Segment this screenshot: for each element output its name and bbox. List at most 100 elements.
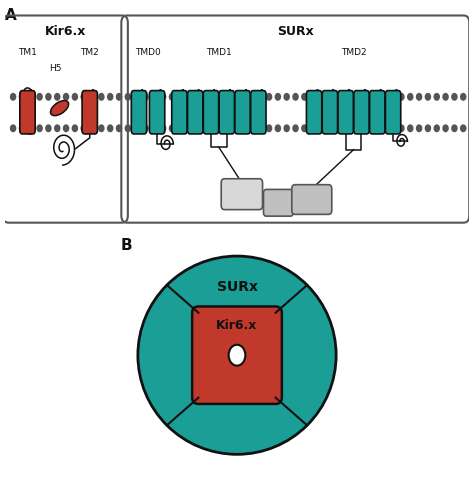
Text: Kir6.x: Kir6.x <box>45 25 86 38</box>
Circle shape <box>373 125 377 132</box>
Circle shape <box>73 125 77 132</box>
Circle shape <box>143 94 148 100</box>
Circle shape <box>461 94 466 100</box>
Text: B: B <box>120 239 132 253</box>
Ellipse shape <box>51 101 69 116</box>
Circle shape <box>293 94 298 100</box>
Circle shape <box>90 94 95 100</box>
Circle shape <box>138 256 336 455</box>
Circle shape <box>10 125 16 132</box>
Circle shape <box>205 125 210 132</box>
Circle shape <box>425 94 430 100</box>
Circle shape <box>249 94 254 100</box>
Circle shape <box>205 94 210 100</box>
Circle shape <box>337 125 342 132</box>
Circle shape <box>408 125 413 132</box>
Circle shape <box>64 94 69 100</box>
FancyBboxPatch shape <box>251 91 266 134</box>
Circle shape <box>117 125 121 132</box>
Circle shape <box>443 125 448 132</box>
Circle shape <box>169 94 174 100</box>
Circle shape <box>452 94 457 100</box>
Circle shape <box>461 125 466 132</box>
Circle shape <box>319 125 325 132</box>
FancyBboxPatch shape <box>307 91 322 134</box>
Circle shape <box>452 125 457 132</box>
Circle shape <box>258 94 263 100</box>
Circle shape <box>337 94 342 100</box>
Circle shape <box>117 94 121 100</box>
Circle shape <box>434 125 439 132</box>
Circle shape <box>108 94 113 100</box>
Circle shape <box>81 94 86 100</box>
Circle shape <box>310 125 316 132</box>
Circle shape <box>364 94 369 100</box>
Circle shape <box>381 94 386 100</box>
Text: NBD1: NBD1 <box>230 190 254 199</box>
Circle shape <box>37 125 42 132</box>
Circle shape <box>222 125 228 132</box>
Text: TM1: TM1 <box>18 48 37 57</box>
Text: C42: C42 <box>270 198 286 207</box>
Circle shape <box>222 94 228 100</box>
Text: TMD2: TMD2 <box>341 48 366 57</box>
Circle shape <box>46 125 51 132</box>
FancyBboxPatch shape <box>338 91 353 134</box>
Circle shape <box>134 125 139 132</box>
Circle shape <box>240 125 245 132</box>
Circle shape <box>284 94 289 100</box>
Circle shape <box>434 94 439 100</box>
Circle shape <box>90 125 95 132</box>
FancyBboxPatch shape <box>192 306 282 404</box>
FancyBboxPatch shape <box>131 91 146 134</box>
Text: TMD0: TMD0 <box>135 48 161 57</box>
Circle shape <box>64 125 69 132</box>
Circle shape <box>293 125 298 132</box>
Circle shape <box>196 94 201 100</box>
Circle shape <box>310 94 316 100</box>
Circle shape <box>249 125 254 132</box>
Circle shape <box>302 94 307 100</box>
Circle shape <box>99 125 104 132</box>
Circle shape <box>266 94 272 100</box>
Circle shape <box>355 94 360 100</box>
Text: Kir6.x: Kir6.x <box>216 319 258 332</box>
Circle shape <box>328 94 333 100</box>
Circle shape <box>134 94 139 100</box>
Circle shape <box>399 94 404 100</box>
Circle shape <box>425 125 430 132</box>
Text: SURx: SURx <box>217 280 257 294</box>
Text: TMD1: TMD1 <box>206 48 232 57</box>
Circle shape <box>328 125 333 132</box>
Text: NBD2: NBD2 <box>300 195 324 204</box>
Ellipse shape <box>228 345 246 366</box>
FancyBboxPatch shape <box>322 91 337 134</box>
Circle shape <box>443 94 448 100</box>
Circle shape <box>240 94 245 100</box>
Circle shape <box>10 94 16 100</box>
FancyBboxPatch shape <box>149 91 165 134</box>
Circle shape <box>81 125 86 132</box>
FancyBboxPatch shape <box>188 91 203 134</box>
Circle shape <box>214 125 219 132</box>
Circle shape <box>275 94 281 100</box>
Circle shape <box>99 94 104 100</box>
Circle shape <box>266 125 272 132</box>
Circle shape <box>161 125 166 132</box>
FancyBboxPatch shape <box>264 190 293 216</box>
Text: TM2: TM2 <box>81 48 99 57</box>
Circle shape <box>37 94 42 100</box>
Circle shape <box>28 125 33 132</box>
Circle shape <box>284 125 289 132</box>
Circle shape <box>187 94 192 100</box>
Circle shape <box>187 125 192 132</box>
Circle shape <box>161 94 166 100</box>
Circle shape <box>55 125 60 132</box>
Circle shape <box>73 94 77 100</box>
Circle shape <box>108 125 113 132</box>
FancyBboxPatch shape <box>20 91 35 134</box>
Circle shape <box>125 125 130 132</box>
Circle shape <box>319 94 325 100</box>
FancyBboxPatch shape <box>292 185 332 215</box>
FancyBboxPatch shape <box>354 91 369 134</box>
